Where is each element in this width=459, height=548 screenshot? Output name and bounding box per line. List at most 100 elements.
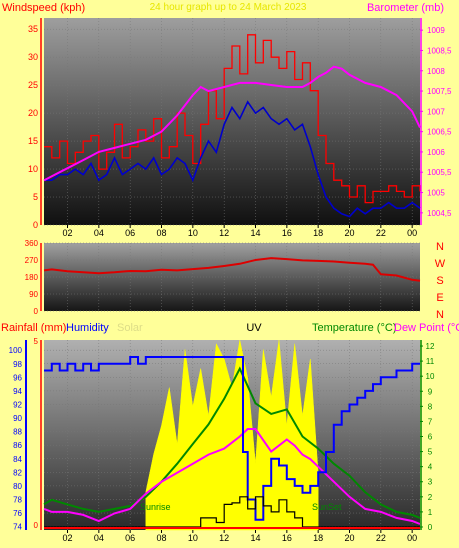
wind-x-tick-label: 22 bbox=[376, 228, 386, 238]
wind-right-tick-label: 1007 bbox=[427, 107, 445, 116]
rainfall-label: Rainfall (mm) bbox=[1, 322, 66, 334]
weather-x-tick-label: 04 bbox=[94, 533, 104, 543]
wind-left-tick-label: 5 bbox=[33, 192, 38, 202]
temperature-tick-label: 10 bbox=[426, 372, 435, 381]
weather-x-tick-label: 06 bbox=[125, 533, 135, 543]
wind-right-tick-label: 1006,5 bbox=[427, 128, 452, 137]
weather-axes: 02 04 06 08 10 12 14 16 18 20 22 007476788082848688… bbox=[9, 337, 435, 543]
wind-x-tick-label: 04 bbox=[94, 228, 104, 238]
wind-left-tick-label: 0 bbox=[33, 220, 38, 230]
temperature-tick-label: 1 bbox=[428, 508, 433, 517]
direction-panel-background bbox=[44, 243, 420, 311]
rain-tick-label: 0 bbox=[34, 521, 39, 530]
wind-x-tick-label: 18 bbox=[313, 228, 323, 238]
sunrise-annotation: Sunrise bbox=[140, 502, 171, 512]
direction-tick-label: 270 bbox=[25, 256, 39, 265]
wind-x-tick-label: 10 bbox=[188, 228, 198, 238]
humidity-tick-label: 92 bbox=[13, 400, 22, 409]
temperature-tick-label: 11 bbox=[426, 357, 435, 366]
wind-x-tick-label: 00 bbox=[407, 228, 417, 238]
humidity-tick-label: 88 bbox=[13, 428, 22, 437]
temperature-line bbox=[43, 366, 421, 519]
humidity-tick-label: 82 bbox=[13, 468, 22, 477]
wind-direction-line bbox=[43, 257, 421, 282]
compass-label: W bbox=[435, 258, 446, 270]
humidity-tick-label: 86 bbox=[13, 441, 22, 450]
weather-x-tick-label: 02 bbox=[62, 533, 72, 543]
wind-left-tick-label: 20 bbox=[28, 108, 38, 118]
wind-right-tick-label: 1005 bbox=[427, 189, 445, 198]
humidity-tick-label: 78 bbox=[13, 495, 22, 504]
wind-right-tick-label: 1005,5 bbox=[427, 168, 452, 177]
temperature-tick-label: 8 bbox=[428, 402, 433, 411]
uv-label: UV bbox=[246, 322, 262, 334]
humidity-tick-label: 84 bbox=[13, 455, 22, 464]
wind-average-line bbox=[44, 100, 421, 218]
weather-x-tick-label: 14 bbox=[250, 533, 260, 543]
wind-axes: 02 04 06 08 10 12 14 16 18 20 22 000510152025303510… bbox=[28, 18, 452, 238]
humidity-label: Humidity bbox=[66, 322, 109, 334]
uv-line bbox=[44, 496, 420, 528]
solar-label: Solar bbox=[117, 322, 143, 334]
wind-x-tick-label: 12 bbox=[219, 228, 229, 238]
wind-x-tick-label: 14 bbox=[250, 228, 260, 238]
temperature-tick-label: 7 bbox=[428, 417, 433, 426]
weather-x-tick-label: 16 bbox=[282, 533, 292, 543]
temperature-tick-label: 4 bbox=[428, 463, 433, 472]
wind-left-tick-label: 10 bbox=[28, 164, 38, 174]
weather-series bbox=[43, 339, 421, 531]
compass-label: E bbox=[436, 292, 443, 304]
temperature-tick-label: 12 bbox=[426, 342, 435, 351]
weather-x-tick-label: 10 bbox=[188, 533, 198, 543]
wind-series bbox=[43, 34, 421, 218]
wind-left-tick-label: 15 bbox=[28, 136, 38, 146]
solar-area bbox=[145, 339, 319, 531]
wind-x-tick-label: 02 bbox=[62, 228, 72, 238]
temperature-tick-label: 6 bbox=[428, 433, 433, 442]
temperature-tick-label: 9 bbox=[428, 387, 433, 396]
wind-right-tick-label: 1009 bbox=[427, 26, 445, 35]
humidity-tick-label: 98 bbox=[13, 360, 22, 369]
wind-x-tick-label: 20 bbox=[344, 228, 354, 238]
wind-right-tick-label: 1006 bbox=[427, 148, 445, 157]
barometer-line bbox=[43, 65, 421, 182]
weather-x-tick-label: 22 bbox=[376, 533, 386, 543]
humidity-tick-label: 90 bbox=[13, 414, 22, 423]
wind-gust-line bbox=[44, 34, 421, 204]
temperature-label: Temperature (°C) bbox=[312, 322, 396, 334]
direction-axes: 0 90 180 270 360 bbox=[25, 239, 42, 316]
wind-x-tick-label: 06 bbox=[125, 228, 135, 238]
wind-x-tick-label: 16 bbox=[282, 228, 292, 238]
wind-left-axis-label: Windspeed (kph) bbox=[2, 2, 85, 14]
temperature-tick-label: 3 bbox=[428, 478, 433, 487]
compass-label: N bbox=[436, 309, 444, 321]
compass-label: N bbox=[436, 241, 444, 253]
humidity-tick-label: 100 bbox=[9, 346, 23, 355]
wind-x-tick-label: 08 bbox=[156, 228, 166, 238]
weather-x-tick-label: 08 bbox=[156, 533, 166, 543]
rain-tick-label: 5 bbox=[34, 337, 39, 346]
direction-series bbox=[43, 257, 421, 282]
humidity-line bbox=[44, 356, 420, 521]
direction-grid bbox=[44, 242, 420, 312]
weather-x-tick-label: 00 bbox=[407, 533, 417, 543]
weather-x-tick-label: 12 bbox=[219, 533, 229, 543]
temperature-tick-label: 2 bbox=[428, 493, 433, 502]
humidity-tick-label: 94 bbox=[13, 387, 22, 396]
wind-right-tick-label: 1008,5 bbox=[427, 46, 452, 55]
wind-left-tick-label: 35 bbox=[28, 24, 38, 34]
wind-right-tick-label: 1007,5 bbox=[427, 87, 452, 96]
weather-x-tick-label: 20 bbox=[344, 533, 354, 543]
wind-right-tick-label: 1004,5 bbox=[427, 209, 452, 218]
humidity-tick-label: 80 bbox=[13, 482, 22, 491]
chart-title: 24 hour graph up to 24 March 2023 bbox=[150, 2, 307, 13]
humidity-tick-label: 96 bbox=[13, 373, 22, 382]
wind-left-tick-label: 30 bbox=[28, 52, 38, 62]
compass-label: S bbox=[436, 275, 443, 287]
temperature-tick-label: 5 bbox=[428, 448, 433, 457]
wind-right-tick-label: 1008 bbox=[427, 67, 445, 76]
direction-tick-label: 180 bbox=[25, 273, 39, 282]
